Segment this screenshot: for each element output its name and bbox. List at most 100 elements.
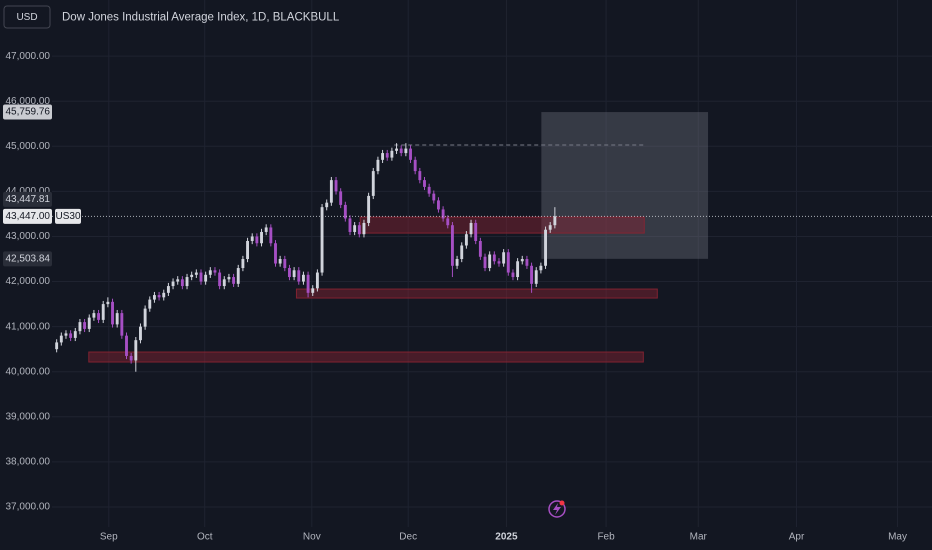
candle-body [162, 292, 166, 298]
candle-body [488, 254, 492, 269]
candle-body [152, 295, 156, 300]
candle-body [516, 261, 520, 278]
candle-body [69, 333, 73, 338]
candle-body [78, 322, 82, 332]
candle-body [497, 261, 501, 264]
x-tick-label: Sep [100, 532, 118, 543]
candle-body [348, 218, 352, 232]
candle-body [260, 231, 263, 244]
zone [295, 288, 658, 299]
candle-body [64, 333, 68, 336]
projection-box [541, 112, 709, 259]
alert-bolt [553, 503, 561, 515]
y-tick-label: 42,000.00 [6, 276, 51, 287]
candle-body [120, 313, 124, 336]
candle-body [474, 222, 478, 241]
candle-body [87, 317, 91, 329]
candle-body [274, 243, 277, 264]
candle-body [334, 180, 338, 192]
x-tick-label: Dec [399, 532, 417, 543]
candle-body [148, 299, 152, 309]
candle-body [525, 259, 529, 266]
candle-body [446, 218, 450, 226]
y-tick-label: 37,000.00 [6, 502, 51, 513]
candle-body [115, 313, 119, 325]
candle-body [292, 270, 296, 278]
candle-body [441, 209, 445, 219]
candle-body [73, 331, 77, 338]
candle-body [553, 216, 557, 226]
alert-ring [548, 500, 566, 518]
candle-body [236, 268, 240, 284]
candle-body [139, 326, 142, 341]
candle-body [413, 159, 417, 172]
candle-body [548, 225, 552, 230]
candle-body [111, 301, 114, 325]
candle-body [353, 225, 357, 232]
candle-body [534, 270, 538, 284]
candle-body [288, 268, 291, 278]
candle-body [399, 148, 403, 154]
candle-body [59, 335, 63, 343]
alert-icon[interactable] [548, 500, 566, 518]
candle-body [404, 148, 408, 154]
currency-button[interactable] [3, 5, 51, 29]
candle-body [213, 270, 217, 273]
x-tick-label: Mar [690, 532, 708, 543]
candle-body [511, 272, 515, 278]
candle-body [320, 207, 324, 273]
candle-body [418, 171, 422, 181]
candle-body [306, 274, 310, 293]
price-label: 42,503.84 [6, 253, 51, 264]
candle-body [185, 277, 189, 287]
y-tick-label: 41,000.00 [6, 321, 51, 332]
y-tick-label: 39,000.00 [6, 411, 51, 422]
y-tick-label: 44,000.00 [6, 186, 51, 197]
chart-title: Dow Jones Industrial Average Index, 1D, … [62, 12, 340, 24]
candle-body [437, 200, 440, 210]
candle-body [544, 229, 547, 266]
candle-body [427, 186, 431, 194]
candle-body [530, 265, 534, 284]
candle-body [390, 150, 394, 158]
candle-body [539, 265, 543, 271]
currency-label: USD [16, 12, 37, 23]
candle-body [208, 270, 212, 275]
candle-body [190, 274, 194, 278]
candle-body [469, 222, 473, 235]
price-label-box [3, 208, 52, 224]
candle-body [143, 308, 147, 327]
candle-body [385, 153, 389, 158]
candle-body [180, 279, 184, 287]
candle-body [269, 227, 273, 244]
candle-body [199, 272, 203, 282]
zone [359, 216, 645, 234]
candle-body [264, 227, 268, 232]
candle-body [283, 259, 287, 269]
candle-body [409, 148, 412, 160]
candle-body [423, 180, 426, 187]
candle-body [125, 335, 128, 356]
candle-body [483, 256, 487, 269]
candle-body [171, 281, 175, 287]
candle-body [101, 304, 105, 320]
y-tick-label: 38,000.00 [6, 457, 51, 468]
candle-body [297, 270, 301, 282]
candle-body [157, 295, 161, 298]
candle-body [339, 191, 343, 205]
y-tick-label: 47,000.00 [6, 51, 51, 62]
x-tick-label: Feb [597, 532, 615, 543]
x-tick-label: Apr [789, 532, 805, 543]
candle-body [134, 340, 138, 361]
candle-body [129, 355, 133, 361]
candle-body [432, 193, 436, 201]
symbol-label: US30 [55, 211, 80, 222]
candle-body [367, 195, 371, 223]
price-label: 43,447.81 [6, 194, 51, 205]
candle-body [92, 313, 96, 318]
candle-body [315, 272, 319, 289]
zone [88, 351, 644, 363]
candle-body [520, 259, 524, 262]
